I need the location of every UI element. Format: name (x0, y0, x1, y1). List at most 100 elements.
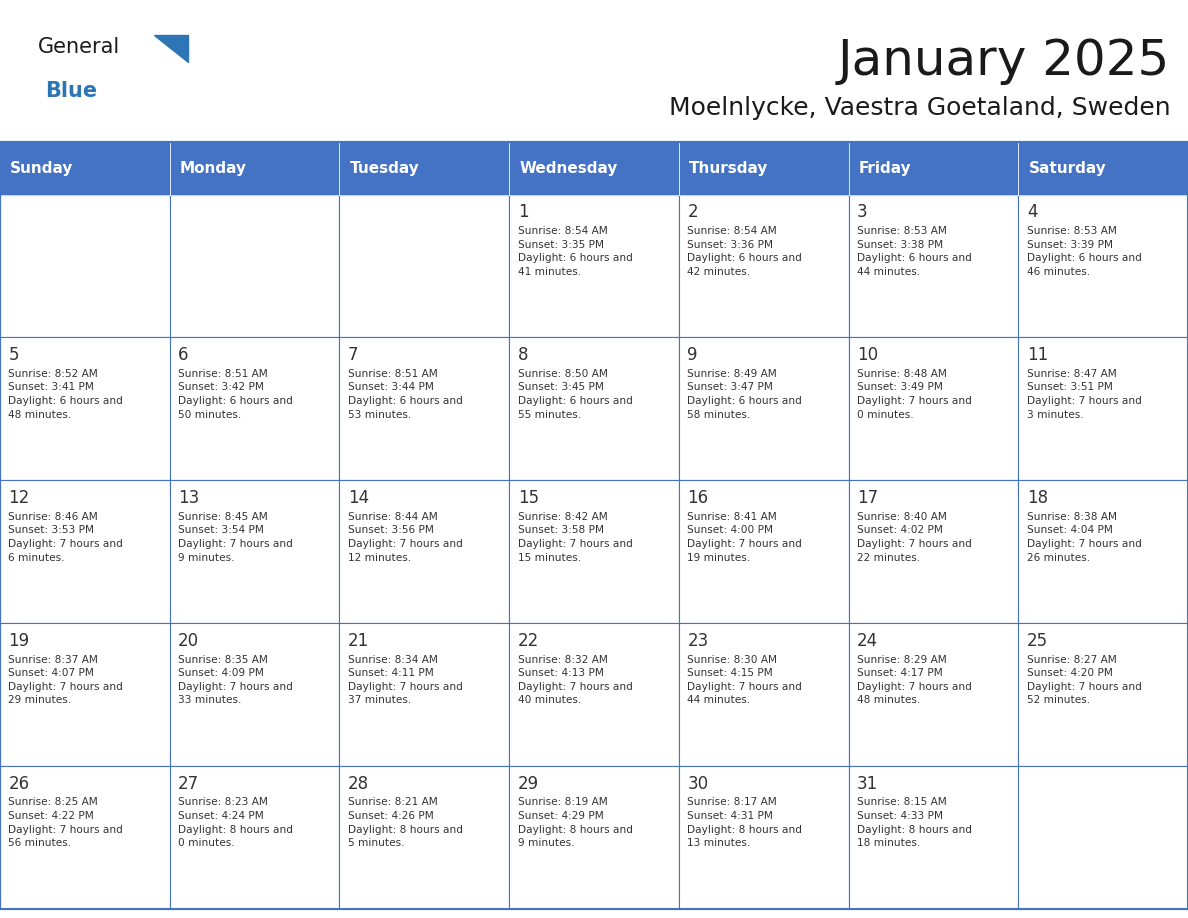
FancyBboxPatch shape (170, 623, 340, 766)
Text: Sunrise: 8:54 AM
Sunset: 3:35 PM
Daylight: 6 hours and
41 minutes.: Sunrise: 8:54 AM Sunset: 3:35 PM Dayligh… (518, 226, 632, 277)
Text: Sunrise: 8:30 AM
Sunset: 4:15 PM
Daylight: 7 hours and
44 minutes.: Sunrise: 8:30 AM Sunset: 4:15 PM Dayligh… (688, 655, 802, 705)
Text: Saturday: Saturday (1029, 161, 1106, 176)
Text: Sunrise: 8:47 AM
Sunset: 3:51 PM
Daylight: 7 hours and
3 minutes.: Sunrise: 8:47 AM Sunset: 3:51 PM Dayligh… (1026, 369, 1142, 420)
Text: Sunrise: 8:52 AM
Sunset: 3:41 PM
Daylight: 6 hours and
48 minutes.: Sunrise: 8:52 AM Sunset: 3:41 PM Dayligh… (8, 369, 124, 420)
Text: Sunrise: 8:54 AM
Sunset: 3:36 PM
Daylight: 6 hours and
42 minutes.: Sunrise: 8:54 AM Sunset: 3:36 PM Dayligh… (688, 226, 802, 277)
Text: 31: 31 (857, 775, 878, 792)
Text: 21: 21 (348, 632, 369, 650)
Text: Sunrise: 8:46 AM
Sunset: 3:53 PM
Daylight: 7 hours and
6 minutes.: Sunrise: 8:46 AM Sunset: 3:53 PM Dayligh… (8, 511, 124, 563)
Text: 16: 16 (688, 489, 708, 507)
Text: Sunrise: 8:45 AM
Sunset: 3:54 PM
Daylight: 7 hours and
9 minutes.: Sunrise: 8:45 AM Sunset: 3:54 PM Dayligh… (178, 511, 293, 563)
FancyBboxPatch shape (1018, 480, 1188, 623)
Text: Wednesday: Wednesday (519, 161, 618, 176)
FancyBboxPatch shape (848, 338, 1018, 480)
Text: Sunrise: 8:38 AM
Sunset: 4:04 PM
Daylight: 7 hours and
26 minutes.: Sunrise: 8:38 AM Sunset: 4:04 PM Dayligh… (1026, 511, 1142, 563)
FancyBboxPatch shape (848, 195, 1018, 338)
Text: Sunrise: 8:49 AM
Sunset: 3:47 PM
Daylight: 6 hours and
58 minutes.: Sunrise: 8:49 AM Sunset: 3:47 PM Dayligh… (688, 369, 802, 420)
Text: Sunrise: 8:34 AM
Sunset: 4:11 PM
Daylight: 7 hours and
37 minutes.: Sunrise: 8:34 AM Sunset: 4:11 PM Dayligh… (348, 655, 463, 705)
Text: Sunrise: 8:37 AM
Sunset: 4:07 PM
Daylight: 7 hours and
29 minutes.: Sunrise: 8:37 AM Sunset: 4:07 PM Dayligh… (8, 655, 124, 705)
Text: 4: 4 (1026, 203, 1037, 221)
Text: 24: 24 (857, 632, 878, 650)
Text: 6: 6 (178, 346, 189, 364)
Text: Sunrise: 8:44 AM
Sunset: 3:56 PM
Daylight: 7 hours and
12 minutes.: Sunrise: 8:44 AM Sunset: 3:56 PM Dayligh… (348, 511, 463, 563)
Text: Sunrise: 8:41 AM
Sunset: 4:00 PM
Daylight: 7 hours and
19 minutes.: Sunrise: 8:41 AM Sunset: 4:00 PM Dayligh… (688, 511, 802, 563)
FancyBboxPatch shape (0, 142, 170, 195)
FancyBboxPatch shape (0, 480, 170, 623)
Text: 2: 2 (688, 203, 699, 221)
FancyBboxPatch shape (510, 338, 678, 480)
Text: Moelnlycke, Vaestra Goetaland, Sweden: Moelnlycke, Vaestra Goetaland, Sweden (669, 96, 1170, 120)
Text: Sunrise: 8:32 AM
Sunset: 4:13 PM
Daylight: 7 hours and
40 minutes.: Sunrise: 8:32 AM Sunset: 4:13 PM Dayligh… (518, 655, 632, 705)
FancyBboxPatch shape (510, 142, 678, 195)
FancyBboxPatch shape (340, 142, 510, 195)
FancyBboxPatch shape (340, 623, 510, 766)
Text: 18: 18 (1026, 489, 1048, 507)
FancyBboxPatch shape (678, 766, 848, 909)
Text: Sunrise: 8:17 AM
Sunset: 4:31 PM
Daylight: 8 hours and
13 minutes.: Sunrise: 8:17 AM Sunset: 4:31 PM Dayligh… (688, 798, 802, 848)
Text: Friday: Friday (859, 161, 911, 176)
Text: Sunrise: 8:15 AM
Sunset: 4:33 PM
Daylight: 8 hours and
18 minutes.: Sunrise: 8:15 AM Sunset: 4:33 PM Dayligh… (857, 798, 972, 848)
FancyBboxPatch shape (1018, 142, 1188, 195)
FancyBboxPatch shape (1018, 195, 1188, 338)
FancyBboxPatch shape (510, 623, 678, 766)
FancyBboxPatch shape (678, 142, 848, 195)
Text: 26: 26 (8, 775, 30, 792)
FancyBboxPatch shape (848, 623, 1018, 766)
Text: Sunrise: 8:21 AM
Sunset: 4:26 PM
Daylight: 8 hours and
5 minutes.: Sunrise: 8:21 AM Sunset: 4:26 PM Dayligh… (348, 798, 463, 848)
FancyBboxPatch shape (1018, 623, 1188, 766)
FancyBboxPatch shape (340, 195, 510, 338)
Text: 1: 1 (518, 203, 529, 221)
Text: Sunrise: 8:53 AM
Sunset: 3:38 PM
Daylight: 6 hours and
44 minutes.: Sunrise: 8:53 AM Sunset: 3:38 PM Dayligh… (857, 226, 972, 277)
Text: 8: 8 (518, 346, 529, 364)
Text: 12: 12 (8, 489, 30, 507)
Text: Sunrise: 8:50 AM
Sunset: 3:45 PM
Daylight: 6 hours and
55 minutes.: Sunrise: 8:50 AM Sunset: 3:45 PM Dayligh… (518, 369, 632, 420)
FancyBboxPatch shape (170, 142, 340, 195)
FancyBboxPatch shape (510, 766, 678, 909)
Polygon shape (154, 35, 188, 62)
FancyBboxPatch shape (0, 623, 170, 766)
Text: 9: 9 (688, 346, 697, 364)
Text: Sunday: Sunday (11, 161, 74, 176)
FancyBboxPatch shape (170, 195, 340, 338)
Text: 29: 29 (518, 775, 538, 792)
Text: Sunrise: 8:27 AM
Sunset: 4:20 PM
Daylight: 7 hours and
52 minutes.: Sunrise: 8:27 AM Sunset: 4:20 PM Dayligh… (1026, 655, 1142, 705)
Text: 30: 30 (688, 775, 708, 792)
Text: 5: 5 (8, 346, 19, 364)
FancyBboxPatch shape (340, 338, 510, 480)
FancyBboxPatch shape (340, 480, 510, 623)
FancyBboxPatch shape (678, 338, 848, 480)
Text: General: General (38, 37, 120, 57)
Text: Sunrise: 8:29 AM
Sunset: 4:17 PM
Daylight: 7 hours and
48 minutes.: Sunrise: 8:29 AM Sunset: 4:17 PM Dayligh… (857, 655, 972, 705)
Text: Sunrise: 8:48 AM
Sunset: 3:49 PM
Daylight: 7 hours and
0 minutes.: Sunrise: 8:48 AM Sunset: 3:49 PM Dayligh… (857, 369, 972, 420)
Text: Sunrise: 8:23 AM
Sunset: 4:24 PM
Daylight: 8 hours and
0 minutes.: Sunrise: 8:23 AM Sunset: 4:24 PM Dayligh… (178, 798, 293, 848)
Text: Thursday: Thursday (689, 161, 769, 176)
FancyBboxPatch shape (170, 766, 340, 909)
Text: Sunrise: 8:19 AM
Sunset: 4:29 PM
Daylight: 8 hours and
9 minutes.: Sunrise: 8:19 AM Sunset: 4:29 PM Dayligh… (518, 798, 633, 848)
Text: 27: 27 (178, 775, 200, 792)
Text: Blue: Blue (45, 81, 97, 101)
FancyBboxPatch shape (678, 195, 848, 338)
Text: Tuesday: Tuesday (349, 161, 419, 176)
Text: Monday: Monday (179, 161, 247, 176)
FancyBboxPatch shape (848, 142, 1018, 195)
Text: Sunrise: 8:40 AM
Sunset: 4:02 PM
Daylight: 7 hours and
22 minutes.: Sunrise: 8:40 AM Sunset: 4:02 PM Dayligh… (857, 511, 972, 563)
Text: 13: 13 (178, 489, 200, 507)
FancyBboxPatch shape (340, 766, 510, 909)
FancyBboxPatch shape (0, 195, 170, 338)
Text: Sunrise: 8:51 AM
Sunset: 3:44 PM
Daylight: 6 hours and
53 minutes.: Sunrise: 8:51 AM Sunset: 3:44 PM Dayligh… (348, 369, 463, 420)
Text: Sunrise: 8:35 AM
Sunset: 4:09 PM
Daylight: 7 hours and
33 minutes.: Sunrise: 8:35 AM Sunset: 4:09 PM Dayligh… (178, 655, 293, 705)
FancyBboxPatch shape (678, 623, 848, 766)
FancyBboxPatch shape (678, 480, 848, 623)
Text: Sunrise: 8:53 AM
Sunset: 3:39 PM
Daylight: 6 hours and
46 minutes.: Sunrise: 8:53 AM Sunset: 3:39 PM Dayligh… (1026, 226, 1142, 277)
FancyBboxPatch shape (170, 338, 340, 480)
Text: 23: 23 (688, 632, 708, 650)
FancyBboxPatch shape (0, 766, 170, 909)
Text: 22: 22 (518, 632, 539, 650)
Text: 25: 25 (1026, 632, 1048, 650)
Text: 20: 20 (178, 632, 200, 650)
Text: Sunrise: 8:25 AM
Sunset: 4:22 PM
Daylight: 7 hours and
56 minutes.: Sunrise: 8:25 AM Sunset: 4:22 PM Dayligh… (8, 798, 124, 848)
FancyBboxPatch shape (1018, 338, 1188, 480)
Text: 17: 17 (857, 489, 878, 507)
Text: 7: 7 (348, 346, 359, 364)
FancyBboxPatch shape (510, 195, 678, 338)
